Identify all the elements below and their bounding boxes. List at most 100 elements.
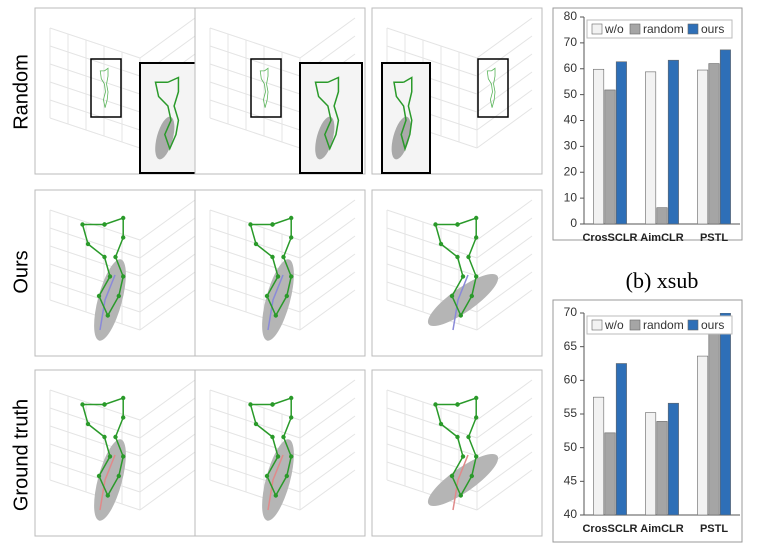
joint: [449, 473, 455, 479]
bar: [645, 412, 657, 515]
joint: [284, 293, 289, 299]
joint: [466, 434, 471, 440]
panel: [371, 7, 543, 175]
y-tick-label: 80: [564, 9, 578, 23]
panel-grid: [476, 53, 533, 95]
panel-grid: [139, 17, 196, 59]
panel-grid: [386, 389, 478, 421]
panel-grid: [476, 71, 533, 113]
joint: [121, 274, 126, 279]
joint: [121, 215, 126, 221]
joint: [102, 402, 107, 407]
joint: [455, 402, 460, 407]
x-tick-label: AimCLR: [640, 232, 683, 244]
bar: [604, 432, 616, 515]
joint: [85, 241, 91, 247]
panel-grid: [476, 469, 533, 511]
panel-frame: [371, 189, 543, 357]
panel-grid: [476, 271, 533, 313]
joint: [289, 415, 294, 420]
zoom-box: [90, 58, 122, 118]
body-line: [99, 454, 116, 511]
panel-grid: [49, 63, 141, 95]
joint: [113, 254, 118, 260]
joint: [102, 222, 107, 227]
joint: [116, 293, 122, 299]
panel-grid: [476, 17, 533, 59]
joint: [281, 254, 286, 260]
bar: [656, 207, 668, 224]
panel: [34, 369, 206, 537]
panel-grid: [476, 89, 533, 131]
panel: [371, 189, 543, 357]
panel-grid: [139, 271, 196, 313]
x-tick-label: CrosSCLR: [582, 232, 637, 244]
joint: [433, 402, 438, 407]
panel-grid: [49, 27, 141, 59]
joint: [253, 241, 259, 247]
legend-swatch: [629, 319, 641, 331]
legend-label: ours: [701, 318, 724, 332]
panel-grid: [139, 289, 196, 331]
row-label: Ground truth: [10, 399, 32, 511]
joint: [289, 454, 294, 459]
joint: [270, 434, 275, 440]
joint: [107, 274, 113, 279]
body-shape: [427, 453, 499, 507]
panel-grid: [476, 199, 533, 241]
panel-frame: [371, 369, 543, 537]
x-tick-label: PSTL: [700, 523, 728, 535]
panel-grid: [49, 263, 141, 295]
panel-grid: [299, 397, 356, 439]
panel-grid: [139, 217, 196, 259]
y-tick-label: 65: [564, 339, 578, 353]
skeleton: [99, 67, 109, 108]
y-tick-label: 10: [564, 190, 578, 204]
bar: [615, 61, 627, 224]
panel-grid: [139, 199, 196, 241]
panel-grid: [476, 107, 533, 149]
y-tick-label: 20: [564, 164, 578, 178]
legend-label: w/o: [604, 22, 624, 36]
bar: [719, 313, 731, 515]
panel-grid: [299, 199, 356, 241]
panel-grid: [209, 117, 301, 149]
bar: [645, 71, 657, 224]
panel-grid: [476, 379, 533, 421]
panel-grid: [299, 379, 356, 421]
row-label: Ours: [10, 250, 32, 293]
panel-grid: [476, 415, 533, 457]
joint: [248, 222, 253, 227]
joint: [96, 473, 102, 479]
panel-grid: [49, 281, 141, 313]
skeleton: [393, 76, 413, 152]
body-line: [99, 274, 116, 331]
joint: [455, 222, 460, 227]
joint: [264, 473, 270, 479]
bar: [656, 421, 668, 515]
bar: [697, 355, 709, 515]
panel-grid: [209, 63, 301, 95]
legend-label: random: [643, 22, 684, 36]
joint: [455, 254, 460, 260]
panel-grid: [49, 227, 141, 259]
joint: [289, 235, 294, 240]
panel-grid: [386, 45, 478, 77]
zoom-box: [477, 58, 509, 118]
bar: [708, 326, 720, 515]
y-tick-label: 40: [564, 113, 578, 127]
x-tick-label: PSTL: [700, 232, 728, 244]
joint: [469, 293, 474, 299]
y-tick-label: 60: [564, 61, 578, 75]
panel: [194, 7, 366, 175]
joint: [474, 235, 479, 240]
legend-swatch: [591, 319, 603, 331]
bar: [615, 363, 627, 515]
body-line: [452, 274, 469, 331]
joint: [460, 274, 466, 279]
panel-grid: [139, 235, 196, 277]
body-shape: [427, 273, 499, 327]
joint: [270, 222, 275, 227]
skeleton: [486, 67, 496, 108]
panel-grid: [139, 451, 196, 493]
